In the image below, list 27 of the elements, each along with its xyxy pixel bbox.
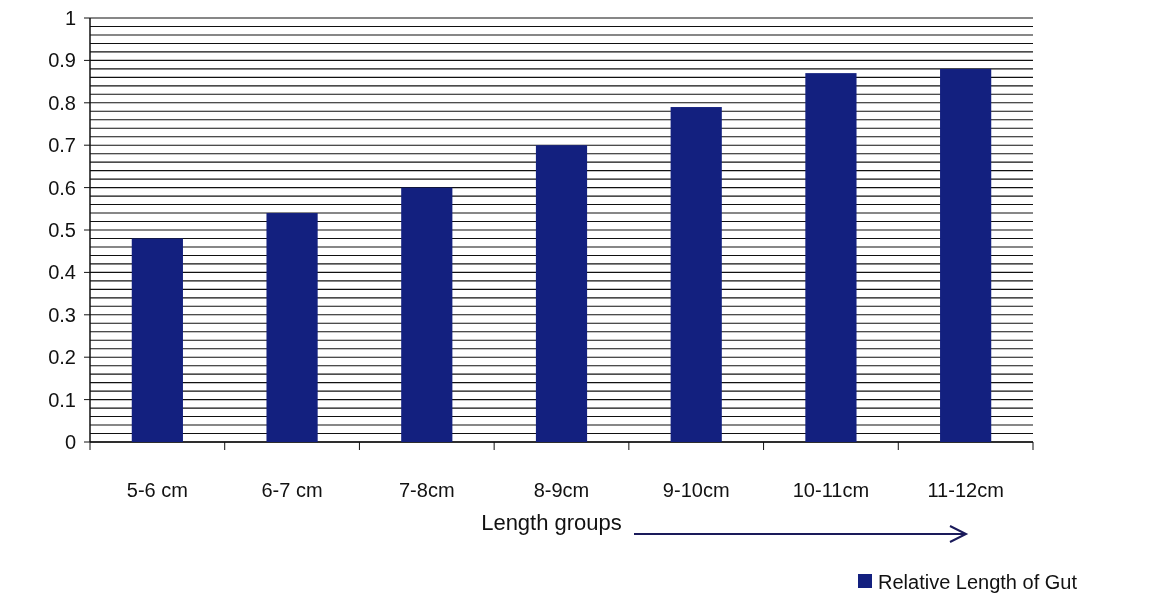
y-tick-label: 1: [64, 7, 76, 29]
bar: [940, 68, 992, 442]
x-tick-label: 9-10cm: [662, 479, 730, 501]
bar: [131, 238, 183, 442]
y-tick-label: 0.6: [48, 176, 76, 199]
bar: [535, 145, 588, 442]
legend-label: Relative Length of Gut: [878, 571, 1078, 593]
bar: [670, 107, 722, 442]
bar: [401, 187, 453, 442]
x-tick-label: 10-11cm: [792, 479, 870, 501]
y-tick-label: 0.5: [48, 219, 76, 241]
bar: [266, 213, 318, 442]
x-tick-label: 11-12cm: [927, 479, 1004, 501]
y-tick-label: 0.4: [48, 261, 76, 284]
y-tick-label: 0.3: [48, 303, 76, 326]
y-tick-label: 0.9: [48, 49, 76, 72]
x-tick-label: 7-8cm: [399, 479, 455, 501]
x-tick-label: 8-9cm: [533, 479, 590, 501]
y-tick-label: 0.7: [48, 134, 76, 157]
bar: [805, 73, 857, 442]
y-tick-label: 0.2: [48, 346, 76, 369]
x-tick-label: 6-7 cm: [261, 479, 323, 501]
y-tick-label: 0: [64, 431, 76, 453]
y-tick-label: 0.8: [48, 91, 76, 114]
y-tick-label: 0.1: [48, 388, 76, 411]
x-axis-title: Length groups: [481, 510, 622, 535]
x-tick-label: 5-6 cm: [126, 479, 188, 501]
